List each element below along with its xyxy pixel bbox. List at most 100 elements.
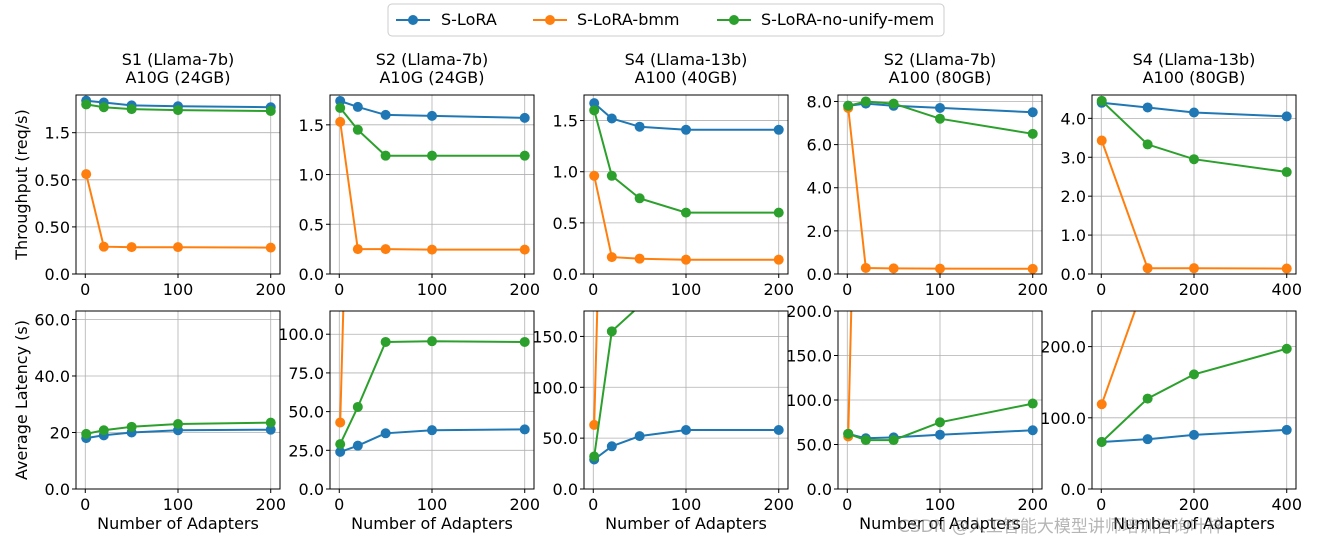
chart-panel-7: 0 100 200 0.0 25.0 50.0 75.0 100.0 Number of Ada… (278, 310, 540, 533)
data-point (606, 113, 617, 124)
data-point (380, 109, 391, 120)
chart-title-line: A10G (24GB) (379, 68, 484, 87)
data-point (773, 425, 784, 436)
legend-swatch-marker (729, 15, 739, 25)
series-s-lora-no-unify-mem (843, 96, 1038, 139)
series-s-lora (589, 98, 784, 135)
x-tick-label: 0 (842, 495, 852, 514)
data-point (265, 417, 276, 428)
series-line (339, 311, 345, 423)
y-tick-label: 50.0 (542, 429, 578, 448)
chart-title-line: A100 (80GB) (1143, 68, 1246, 87)
x-axis-label: Number of Adapters (1113, 514, 1275, 533)
data-point (1027, 107, 1038, 118)
data-point (98, 241, 109, 252)
series-s-lora-bmm (843, 102, 1038, 274)
watermark: CSDN @人工智能大模型讲师培训咨询叶梓 (898, 517, 1224, 537)
y-axis-label: Average Latency (s) (12, 320, 31, 480)
x-tick-label: 200 (255, 280, 286, 299)
chart-panel-3: 0 100 200 0.0 0.5 1.0 1.5 S4 (Llama-13b)A100 (4… (553, 50, 794, 299)
chart-title-line: A100 (80GB) (889, 68, 992, 87)
series-line (1101, 101, 1287, 118)
x-tick-label: 100 (417, 495, 448, 514)
data-point (81, 169, 92, 180)
y-tick-label: 0.0 (553, 480, 578, 499)
data-point (635, 301, 645, 311)
data-point (1027, 425, 1038, 436)
data-point (773, 207, 784, 218)
chart-panel-5: 0 200 400 0.0 1.0 2.0 3.0 4.0 S4 (Llama-13b)A100… (1061, 50, 1302, 299)
y-tick-label: 60.0 (34, 310, 70, 329)
data-point (843, 428, 854, 439)
data-point (634, 193, 645, 204)
x-tick-label: 200 (1179, 280, 1210, 299)
series-line (847, 311, 853, 437)
series-s-lora-bmm (589, 170, 784, 265)
y-tick-label: 0.0 (807, 480, 832, 499)
y-tick-label: 0.0 (1061, 265, 1086, 284)
x-tick-label: 0 (588, 495, 598, 514)
y-tick-label: 3.0 (1061, 148, 1086, 167)
legend-frame (387, 3, 945, 37)
y-tick-label: 25.0 (288, 441, 324, 460)
legend-entry-s-lora-bmm: S-LoRA-bmm (533, 10, 680, 29)
chart-title-line: S2 (Llama-7b) (884, 50, 997, 69)
data-point (173, 105, 183, 116)
series-line (1101, 100, 1287, 173)
data-point (352, 440, 363, 451)
series-s-lora-no-unify-mem (81, 417, 276, 439)
y-tick-label: 0.0 (299, 265, 324, 284)
data-point (935, 417, 945, 428)
x-axis-label: Number of Adapters (859, 514, 1021, 533)
y-tick-label: 0.0 (553, 265, 578, 284)
series-s-lora-no-unify-mem (1096, 95, 1292, 178)
data-point (1189, 369, 1199, 380)
x-tick-label: 0 (334, 495, 344, 514)
data-point (1027, 398, 1038, 409)
data-point (1189, 429, 1199, 440)
series-line (1100, 140, 1287, 270)
data-point (335, 439, 346, 450)
y-tick-label: 75.0 (288, 364, 324, 383)
data-point (773, 254, 784, 265)
y-tick-label: 0.5 (553, 214, 578, 233)
data-point (681, 124, 691, 135)
x-tick-label: 100 (163, 280, 194, 299)
y-tick-label: 0.0 (1061, 480, 1086, 499)
x-tick-label: 100 (925, 495, 956, 514)
y-tick-label: 50.0 (796, 436, 832, 455)
data-point (1281, 111, 1292, 122)
data-point (589, 451, 600, 462)
legend-label: S-LoRA-bmm (577, 10, 680, 29)
data-point (352, 244, 363, 255)
data-point (265, 242, 276, 253)
data-point (1027, 263, 1038, 274)
data-point (380, 428, 391, 439)
data-point (519, 150, 530, 161)
data-point (81, 428, 92, 439)
data-point (1096, 437, 1107, 448)
data-point (935, 263, 945, 274)
x-tick-label: 0 (1096, 495, 1106, 514)
chart-panel-10: 0 200 400 0.0 100.0 200.0 Number of Adapters (1040, 310, 1302, 533)
series-line (593, 311, 636, 457)
data-point (1189, 263, 1199, 274)
data-point (173, 242, 183, 253)
y-tick-label: 1.5 (299, 116, 324, 135)
data-point (589, 170, 600, 181)
chart-panel-4: 0 100 200 0.0 2.0 4.0 6.0 8.0 S2 (Llama-7b)A100 … (807, 50, 1048, 299)
data-point (1281, 263, 1292, 274)
data-point (1142, 139, 1153, 150)
data-point (843, 100, 854, 111)
data-point (1096, 135, 1107, 146)
data-point (589, 105, 600, 116)
x-tick-label: 0 (1096, 280, 1106, 299)
data-point (1281, 167, 1292, 178)
y-tick-label: 4.0 (807, 179, 832, 198)
y-tick-label: 0.0 (299, 480, 324, 499)
series-s-lora (1096, 97, 1292, 122)
legend-swatch-marker (545, 15, 555, 25)
data-point (335, 446, 346, 457)
x-tick-label: 100 (671, 495, 702, 514)
